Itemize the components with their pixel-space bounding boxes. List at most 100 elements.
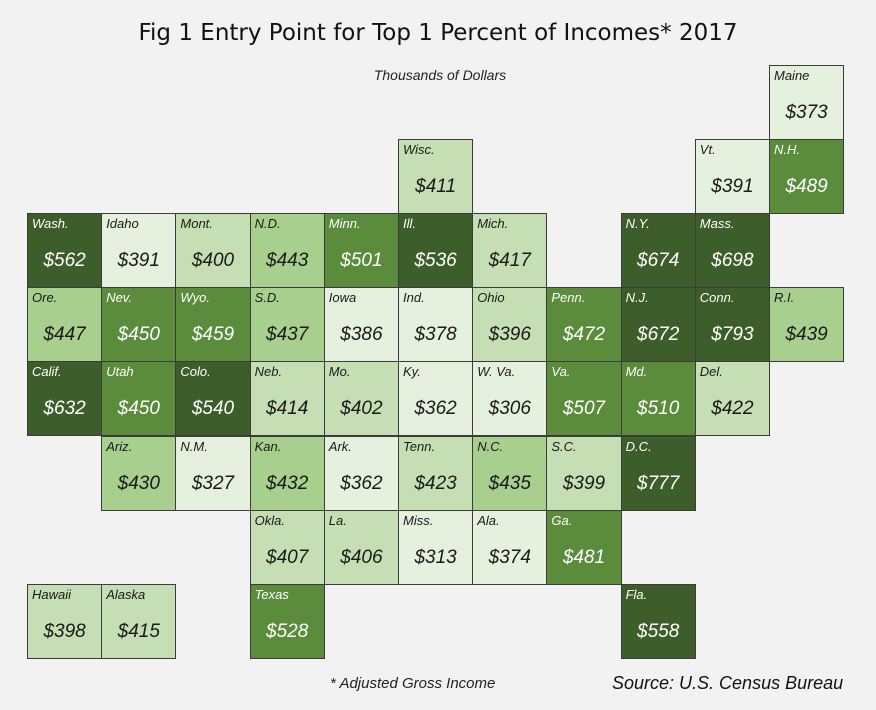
state-value: $672: [637, 324, 680, 346]
state-label: Ark.: [328, 438, 352, 454]
state-value: $507: [562, 398, 606, 420]
state-value: $501: [340, 250, 383, 272]
state-value: $562: [43, 250, 86, 272]
state-label: Nev.: [106, 290, 132, 306]
state-label: Idaho: [106, 216, 139, 232]
state-label: Neb.: [254, 364, 283, 380]
state-value: $362: [414, 398, 457, 420]
state-tile: N.H. $489: [769, 139, 845, 215]
state-label: Mo.: [328, 364, 351, 380]
state-label: S.D.: [254, 290, 280, 306]
state-tile: Idaho $391: [101, 213, 177, 289]
state-label: Penn.: [551, 290, 586, 306]
state-tile: Miss. $313: [398, 509, 474, 585]
state-value: $450: [117, 324, 160, 346]
state-value: $443: [266, 250, 309, 272]
state-label: Ore.: [32, 290, 58, 306]
state-label: Hawaii: [32, 586, 72, 602]
state-tile: Okla. $407: [249, 509, 325, 585]
state-value: $400: [191, 250, 235, 272]
state-value: $450: [117, 398, 160, 420]
state-label: Wyo.: [180, 290, 211, 306]
state-value: $378: [414, 324, 457, 346]
state-value: $415: [117, 620, 160, 642]
state-label: Wisc.: [403, 142, 435, 158]
state-label: La.: [328, 512, 347, 528]
state-tile: R.I. $439: [769, 287, 845, 363]
chart-subtitle: Thousands of Dollars: [373, 67, 507, 83]
state-tile: Wyo. $459: [175, 287, 251, 363]
state-value: $459: [191, 324, 235, 346]
state-tile: Mass. $698: [694, 213, 770, 289]
state-value: $313: [414, 546, 457, 568]
state-label: Alaska: [106, 586, 146, 602]
state-tile: Ill. $536: [398, 213, 474, 289]
state-value: $402: [340, 398, 383, 420]
state-label: Iowa: [328, 290, 357, 306]
state-value: $674: [637, 250, 680, 272]
state-tile: Calif. $632: [27, 361, 103, 437]
state-label: Colo.: [180, 364, 211, 380]
state-tile: Ark. $362: [323, 435, 399, 511]
state-value: $391: [117, 250, 160, 272]
state-tile: Wash. $562: [27, 213, 103, 289]
chart-title: Fig 1 Entry Point for Top 1 Percent of I…: [138, 20, 738, 46]
state-label: W. Va.: [477, 364, 516, 380]
state-tile: Vt. $391: [694, 139, 770, 215]
state-label: Ind.: [403, 290, 425, 306]
state-value: $632: [43, 398, 86, 420]
state-tile: Penn. $472: [546, 287, 622, 363]
state-tile: Va. $507: [546, 361, 622, 437]
state-label: Mich.: [477, 216, 509, 232]
state-value: $414: [266, 398, 309, 420]
state-tile: N.D. $443: [249, 213, 325, 289]
state-label: D.C.: [625, 438, 652, 454]
state-tile: Ore. $447: [27, 287, 103, 363]
state-label: Texas: [254, 586, 289, 602]
state-label: Utah: [106, 364, 134, 380]
state-tile: Ariz. $430: [101, 435, 177, 511]
state-tile: Wisc. $411: [398, 139, 474, 215]
state-value: $422: [711, 398, 754, 420]
state-value: $489: [785, 176, 828, 198]
state-value: $481: [562, 546, 606, 568]
state-label: Fla.: [625, 586, 648, 602]
state-tile: Md. $510: [620, 361, 696, 437]
state-label: N.Y.: [625, 216, 650, 232]
state-value: $406: [340, 546, 383, 568]
state-tile: Neb. $414: [249, 361, 325, 437]
state-value: $362: [340, 472, 383, 494]
state-label: Mont.: [180, 216, 213, 232]
state-value: $399: [562, 472, 606, 494]
state-value: $374: [488, 546, 531, 568]
state-tile: Ohio $396: [472, 287, 548, 363]
state-value: $435: [488, 472, 531, 494]
state-tile: N.J. $672: [620, 287, 696, 363]
state-label: Md.: [625, 364, 648, 380]
state-value: $391: [711, 176, 754, 198]
state-label: Kan.: [254, 438, 282, 454]
state-value: $777: [637, 472, 680, 494]
state-tile: Iowa $386: [323, 287, 399, 363]
state-tile: N.C. $435: [472, 435, 548, 511]
state-label: Ga.: [551, 512, 573, 528]
state-label: R.I.: [774, 290, 795, 306]
state-label: Minn.: [328, 216, 361, 232]
state-tile: D.C. $777: [620, 435, 696, 511]
state-label: Tenn.: [403, 438, 436, 454]
state-label: Mass.: [699, 216, 735, 232]
state-value: $540: [191, 398, 235, 420]
state-label: N.C.: [477, 438, 504, 454]
state-label: Ala.: [477, 512, 500, 528]
state-tile: La. $406: [323, 509, 399, 585]
state-tile: Fla. $558: [620, 583, 696, 659]
state-label: Vt.: [699, 142, 716, 158]
state-tile: N.M. $327: [175, 435, 251, 511]
state-label: N.M.: [180, 438, 208, 454]
state-tile: S.C. $399: [546, 435, 622, 511]
state-tile: Alaska $415: [101, 583, 177, 659]
state-value: $793: [711, 324, 754, 346]
state-value: $423: [414, 472, 457, 494]
state-label: Wash.: [32, 216, 69, 232]
